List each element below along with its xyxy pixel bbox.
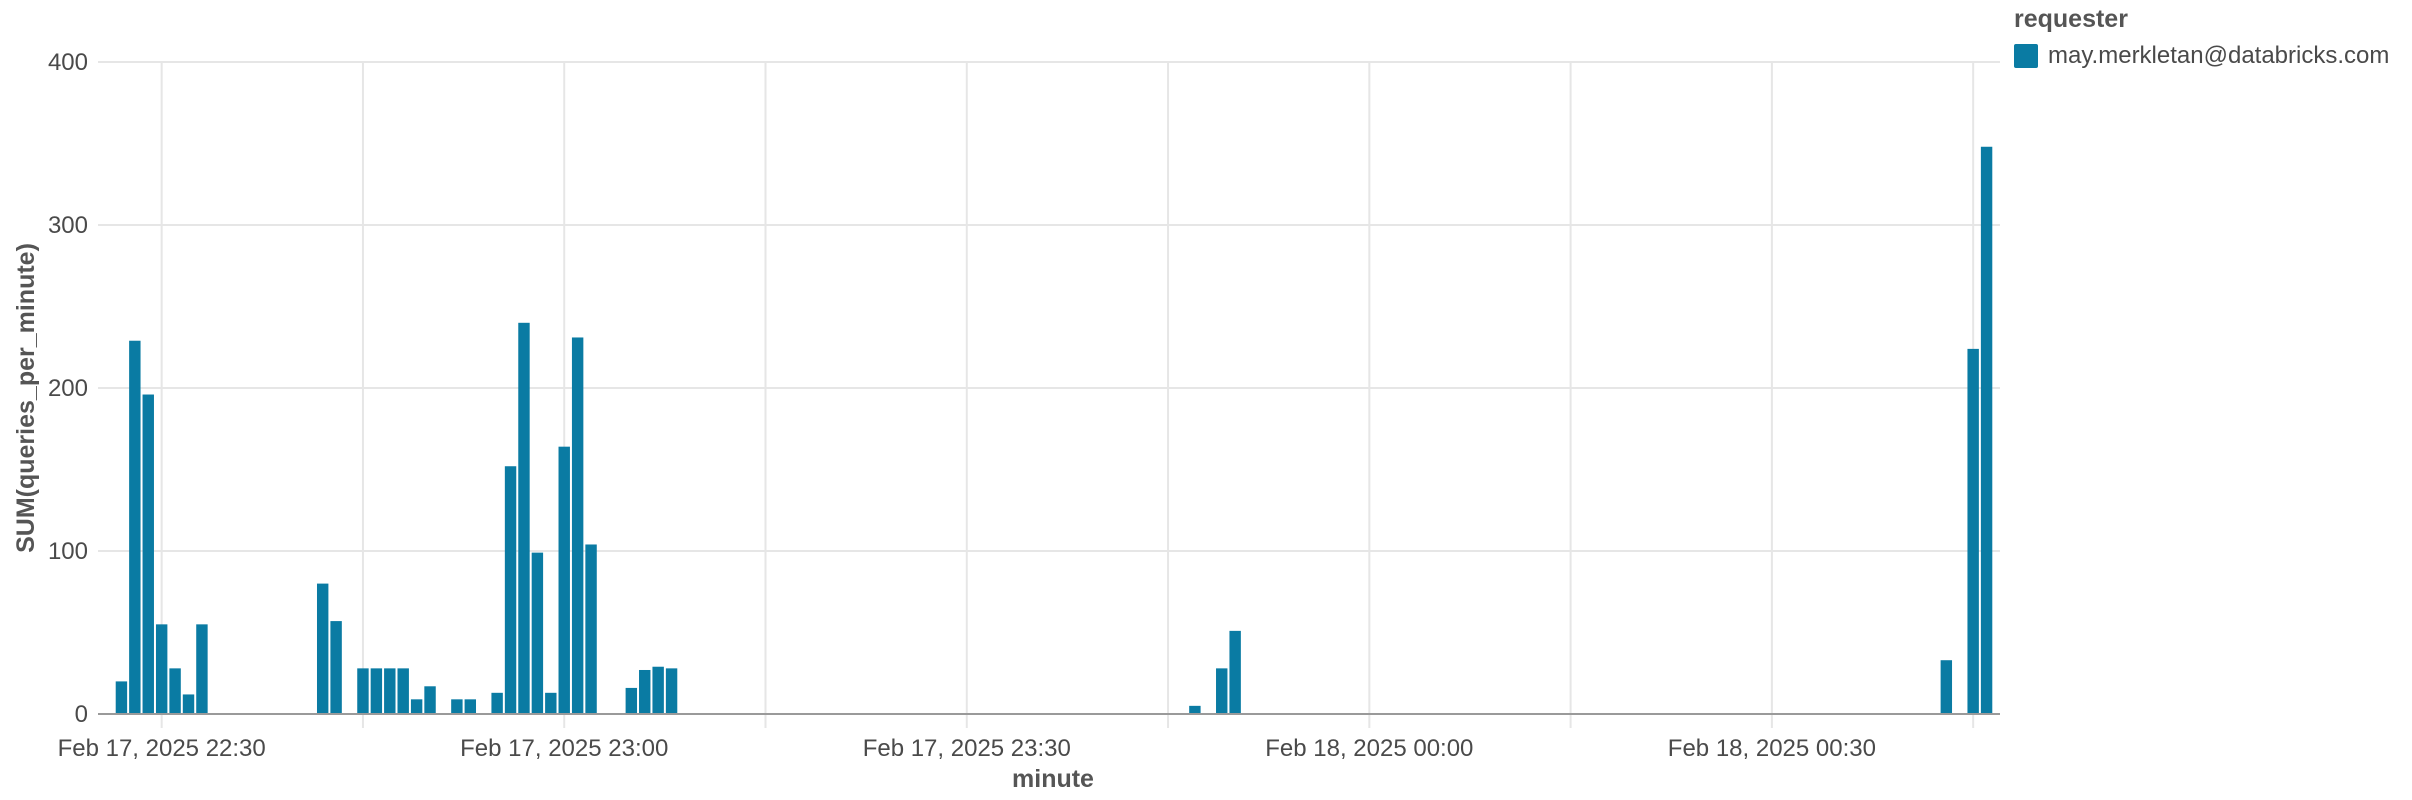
bar[interactable] <box>316 583 329 714</box>
x-axis-title: minute <box>1012 765 1094 793</box>
bar[interactable] <box>558 446 570 714</box>
bar[interactable] <box>491 692 503 714</box>
bar[interactable] <box>169 668 181 714</box>
bar[interactable] <box>129 340 141 714</box>
bar[interactable] <box>1229 630 1241 714</box>
y-axis-ticks: 0 100 200 300 400 <box>48 49 88 728</box>
x-tick-label: Feb 18, 2025 00:30 <box>1668 735 1876 762</box>
legend-item[interactable]: may.merkletan@databricks.com <box>2014 42 2404 70</box>
legend: requester may.merkletan@databricks.com <box>2014 4 2404 70</box>
bar[interactable] <box>504 466 517 714</box>
bar[interactable] <box>357 668 369 714</box>
bar[interactable] <box>639 669 651 714</box>
bar[interactable] <box>585 544 597 714</box>
bar[interactable] <box>665 668 678 714</box>
x-tick-label: Feb 17, 2025 22:30 <box>58 735 266 762</box>
bar[interactable] <box>1940 660 1953 714</box>
bar[interactable] <box>625 687 638 714</box>
legend-swatch <box>2014 44 2038 68</box>
bar[interactable] <box>1216 668 1228 714</box>
bar[interactable] <box>370 668 383 714</box>
bar-series <box>115 146 1993 714</box>
y-tick-label: 0 <box>75 701 88 728</box>
y-tick-label: 200 <box>48 375 88 402</box>
bar[interactable] <box>571 337 584 714</box>
x-tick-label: Feb 18, 2025 00:00 <box>1265 735 1473 762</box>
bar[interactable] <box>1967 348 1979 714</box>
bar[interactable] <box>196 624 208 714</box>
x-tick-label: Feb 17, 2025 23:30 <box>863 735 1071 762</box>
x-tick-label: Feb 17, 2025 23:00 <box>460 735 668 762</box>
y-tick-label: 300 <box>48 212 88 239</box>
legend-title: requester <box>2014 5 2128 33</box>
bar[interactable] <box>451 699 463 714</box>
bar[interactable] <box>410 699 423 714</box>
bar[interactable] <box>464 699 477 714</box>
legend-label: may.merkletan@databricks.com <box>2048 42 2390 69</box>
bar[interactable] <box>115 681 128 714</box>
x-axis-ticks: Feb 17, 2025 22:30 Feb 17, 2025 23:00 Feb … <box>58 714 1975 762</box>
bar[interactable] <box>384 668 396 714</box>
y-gridlines <box>98 61 2000 552</box>
bar[interactable] <box>142 394 154 714</box>
bar[interactable] <box>397 668 409 714</box>
bar[interactable] <box>155 624 168 714</box>
bar[interactable] <box>1189 705 1201 714</box>
bar[interactable] <box>330 621 342 714</box>
bar[interactable] <box>531 552 544 714</box>
y-axis-title: SUM(queries_per_minute) <box>12 243 40 553</box>
y-tick-label: 100 <box>48 538 88 565</box>
bar[interactable] <box>1980 146 1993 714</box>
y-tick-label: 400 <box>48 49 88 76</box>
bar[interactable] <box>182 694 195 714</box>
bar[interactable] <box>424 686 436 714</box>
bar[interactable] <box>518 322 530 714</box>
bar[interactable] <box>545 692 557 714</box>
bar[interactable] <box>652 666 664 714</box>
